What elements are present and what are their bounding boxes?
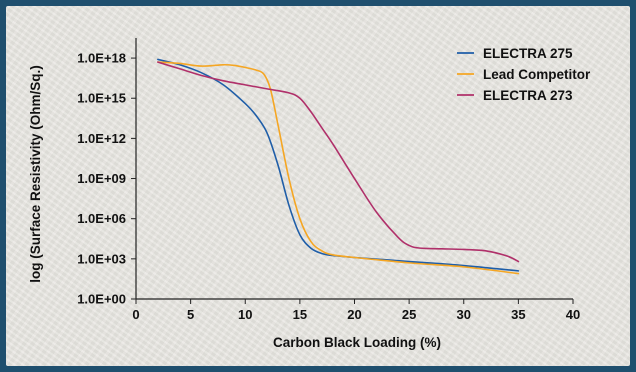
x-tick-label: 10 (238, 307, 252, 322)
series-line-1 (157, 58, 520, 272)
legend-label: ELECTRA 273 (483, 88, 573, 103)
x-axis-title: Carbon Black Loading (%) (273, 335, 441, 350)
x-tick-label: 40 (566, 307, 580, 322)
x-tick-label: 15 (293, 307, 307, 322)
y-tick-label: 1.0E+15 (77, 91, 126, 106)
y-tick-label: 1.0E+12 (77, 131, 126, 146)
series-lines (157, 58, 520, 275)
y-tick-label: 1.0E+06 (77, 211, 126, 226)
y-axis-title: log (Surface Resistivity (Ohm/Sq.) (28, 65, 43, 283)
y-axis-title-text: log (Surface Resistivity (Ohm/Sq.) (28, 65, 43, 283)
series-line-3 (157, 61, 520, 263)
x-tick-label: 0 (132, 307, 139, 322)
legend: ELECTRA 275 Lead Competitor ELECTRA 273 (457, 46, 591, 103)
y-tick-label: 1.0E+03 (77, 251, 126, 266)
x-tick-label: 5 (187, 307, 194, 322)
y-tick-labels: 1.0E+00 1.0E+03 1.0E+06 1.0E+09 1.0E+12 1.0E+… (77, 51, 136, 307)
chart-panel: log (Surface Resistivity (Ohm/Sq.) Carbo… (6, 6, 630, 366)
y-tick-label: 1.0E+00 (77, 292, 126, 307)
y-tick-label: 1.0E+09 (77, 171, 126, 186)
x-tick-label: 35 (511, 307, 525, 322)
x-tick-label: 30 (457, 307, 471, 322)
x-tick-label: 20 (347, 307, 361, 322)
x-tick-label: 25 (402, 307, 416, 322)
legend-label: Lead Competitor (483, 67, 591, 82)
series-line-2 (157, 61, 520, 275)
legend-label: ELECTRA 275 (483, 46, 573, 61)
x-tick-labels: 0 5 10 15 20 25 30 35 40 (132, 299, 580, 322)
line-chart: log (Surface Resistivity (Ohm/Sq.) Carbo… (28, 38, 591, 350)
y-tick-label: 1.0E+18 (77, 51, 126, 66)
